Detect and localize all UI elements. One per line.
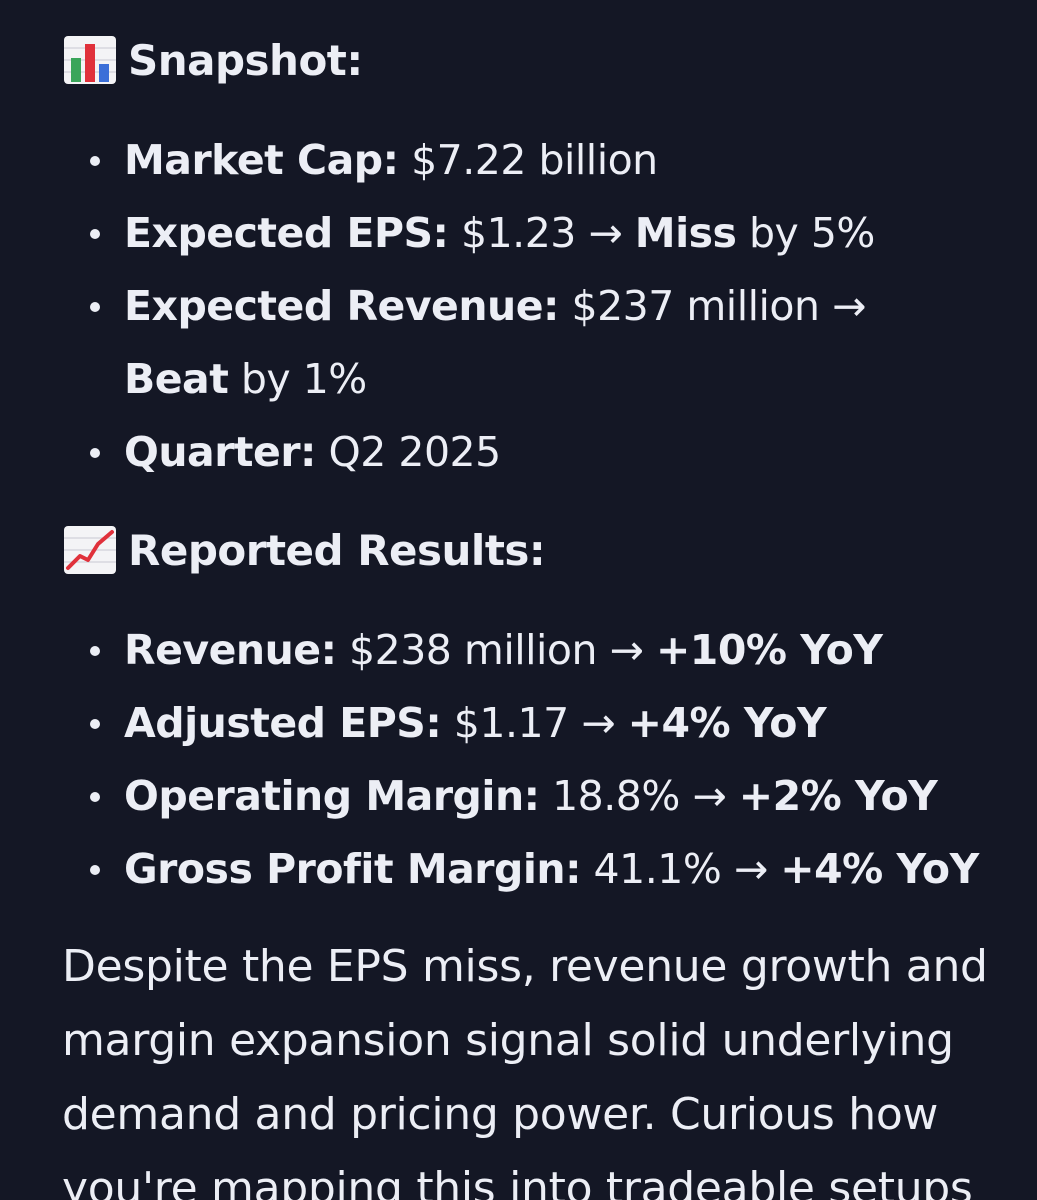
item-change: +4% YoY bbox=[627, 699, 827, 747]
item-change: +4% YoY bbox=[780, 845, 979, 893]
item-label: Expected Revenue: bbox=[124, 282, 559, 330]
item-value: $1.17 → bbox=[453, 699, 616, 747]
bullet-dot bbox=[90, 448, 100, 458]
item-label: Quarter: bbox=[124, 428, 316, 476]
chart-increasing-icon bbox=[62, 522, 118, 578]
results-title: Reported Results: bbox=[128, 525, 546, 575]
item-label: Market Cap: bbox=[124, 136, 399, 184]
snapshot-list: Market Cap: $7.22 billion Expected EPS: … bbox=[0, 124, 875, 489]
list-item-quarter: Quarter: Q2 2025 bbox=[0, 416, 875, 489]
item-label: Operating Margin: bbox=[124, 772, 540, 820]
snapshot-heading: Snapshot: bbox=[62, 28, 363, 92]
item-change: +2% YoY bbox=[738, 772, 938, 820]
item-change: +10% YoY bbox=[655, 626, 883, 674]
item-label: Expected EPS: bbox=[124, 209, 449, 257]
item-label: Gross Profit Margin: bbox=[124, 845, 582, 893]
results-heading: Reported Results: bbox=[62, 518, 546, 582]
list-item-expected-revenue: Expected Revenue: $237 million → Beat by… bbox=[0, 270, 875, 416]
item-tail: by 5% bbox=[749, 209, 875, 257]
item-label: Revenue: bbox=[124, 626, 337, 674]
list-item-revenue: Revenue: $238 million → +10% YoY bbox=[0, 614, 979, 687]
item-value: $238 million → bbox=[349, 626, 644, 674]
item-value: Q2 2025 bbox=[328, 428, 502, 476]
item-continuation: Beat by 1% bbox=[124, 343, 875, 416]
item-value: 18.8% → bbox=[552, 772, 727, 820]
results-list: Revenue: $238 million → +10% YoY Adjuste… bbox=[0, 614, 979, 906]
bullet-dot bbox=[90, 302, 100, 312]
list-item-market-cap: Market Cap: $7.22 billion bbox=[0, 124, 875, 197]
bullet-dot bbox=[90, 646, 100, 656]
item-value: 41.1% → bbox=[593, 845, 769, 893]
item-label: Adjusted EPS: bbox=[124, 699, 442, 747]
item-verdict: Beat bbox=[124, 355, 229, 403]
bullet-dot bbox=[90, 229, 100, 239]
bullet-dot bbox=[90, 719, 100, 729]
item-value: $237 million → bbox=[571, 282, 866, 330]
list-item-adjusted-eps: Adjusted EPS: $1.17 → +4% YoY bbox=[0, 687, 979, 760]
snapshot-title: Snapshot: bbox=[128, 35, 363, 85]
item-value: $7.22 billion bbox=[411, 136, 658, 184]
bar-chart-icon bbox=[62, 32, 118, 88]
bullet-dot bbox=[90, 792, 100, 802]
list-item-gross-profit-margin: Gross Profit Margin: 41.1% → +4% YoY bbox=[0, 833, 979, 906]
item-value: $1.23 → bbox=[460, 209, 623, 257]
list-item-operating-margin: Operating Margin: 18.8% → +2% YoY bbox=[0, 760, 979, 833]
bullet-dot bbox=[90, 865, 100, 875]
item-tail: by 1% bbox=[240, 355, 367, 403]
list-item-expected-eps: Expected EPS: $1.23 → Miss by 5% bbox=[0, 197, 875, 270]
summary-paragraph: Despite the EPS miss, revenue growth and… bbox=[62, 941, 988, 1200]
bullet-dot bbox=[90, 156, 100, 166]
item-verdict: Miss bbox=[634, 209, 737, 257]
